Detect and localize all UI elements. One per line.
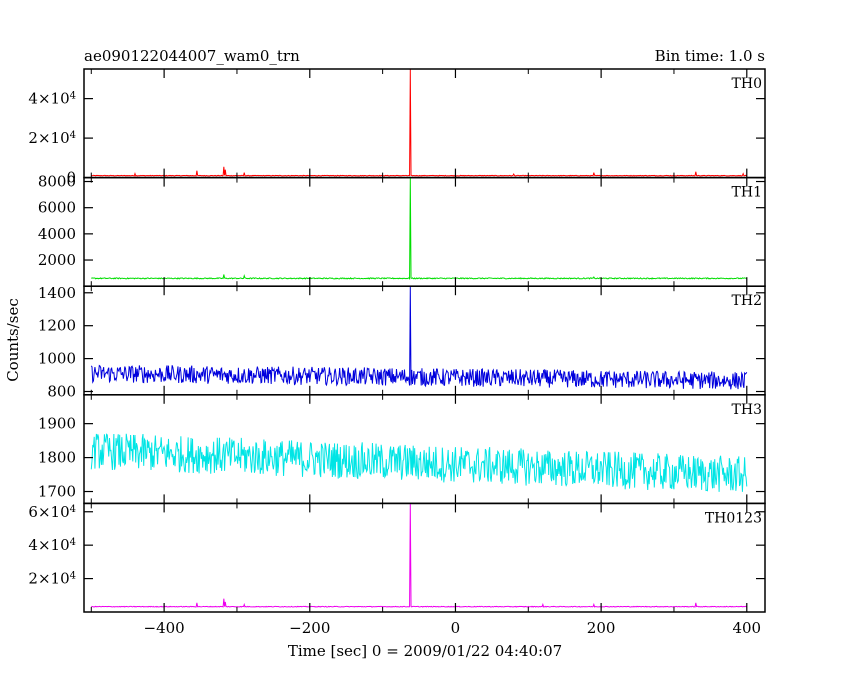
series-line-th2 (90, 286, 748, 390)
y-tick-label: 0 (66, 169, 76, 187)
y-axis-title: Counts/sec (4, 298, 22, 382)
panel-th0123: 2×104 4×104 6×104 TH0123 (28, 502, 766, 613)
panel-label: TH0 (732, 76, 762, 92)
series-line-th0 (91, 69, 747, 177)
x-tick-label: −400 (144, 619, 185, 637)
y-tick-label: 4000 (38, 225, 76, 243)
y-tick-label: 1000 (38, 350, 76, 368)
y-tick-label: 4×104 (28, 90, 76, 108)
y-tick-label: 1400 (38, 284, 76, 302)
y-tick-label: 6000 (38, 199, 76, 217)
y-tick-label: 1900 (38, 415, 76, 433)
panel-frame (83, 502, 766, 613)
panel-th0: 0 2×104 4×104 TH0 (28, 68, 766, 187)
y-tick-exponent: 4 (70, 537, 76, 548)
x-tick-label: 400 (732, 619, 761, 637)
y-tick-label: 800 (47, 383, 76, 401)
panel-label: TH1 (732, 185, 762, 201)
panel-frame (83, 68, 766, 179)
series-line-th3 (90, 433, 748, 492)
series-line-th0123 (91, 503, 748, 608)
series-line-th1 (91, 177, 748, 280)
x-tick-label: 200 (587, 619, 616, 637)
x-axis-title: Time [sec] 0 = 2009/01/22 04:40:07 (288, 642, 562, 660)
y-tick-label: 2000 (38, 251, 76, 269)
panel-label: TH0123 (705, 510, 762, 526)
y-tick-exponent: 4 (70, 570, 76, 581)
panel-label: TH3 (732, 402, 762, 418)
bin-time-label: Bin time: 1.0 s (655, 47, 765, 65)
y-tick-label: 4×104 (28, 536, 76, 554)
x-tick-label: −200 (289, 619, 330, 637)
y-tick-exponent: 4 (70, 90, 76, 101)
y-tick-label: 1200 (38, 317, 76, 335)
y-tick-label: 8000 (38, 173, 76, 191)
panel-frame (83, 176, 766, 287)
panel-th2: 800 1000 1200 1400 TH2 (38, 284, 766, 401)
y-tick-label: 2×104 (28, 570, 76, 588)
panel-th3: 1700 1800 1900 TH3 (38, 394, 766, 505)
y-tick-label: 1800 (38, 449, 76, 467)
y-tick-label: 6×104 (28, 503, 76, 521)
y-tick-exponent: 4 (70, 503, 76, 514)
y-tick-label: 2×104 (28, 129, 76, 147)
panels-group: 02×1044×104TH02000400060008000TH18001000… (28, 68, 766, 637)
x-tick-label: 0 (451, 619, 461, 637)
chart-title: ae090122044007_wam0_trn (84, 47, 300, 65)
panel-label: TH2 (732, 293, 762, 309)
panel-th1: 2000 4000 6000 8000 TH1 (38, 173, 766, 287)
y-tick-exponent: 4 (70, 130, 76, 141)
y-tick-label: 1700 (38, 483, 76, 501)
